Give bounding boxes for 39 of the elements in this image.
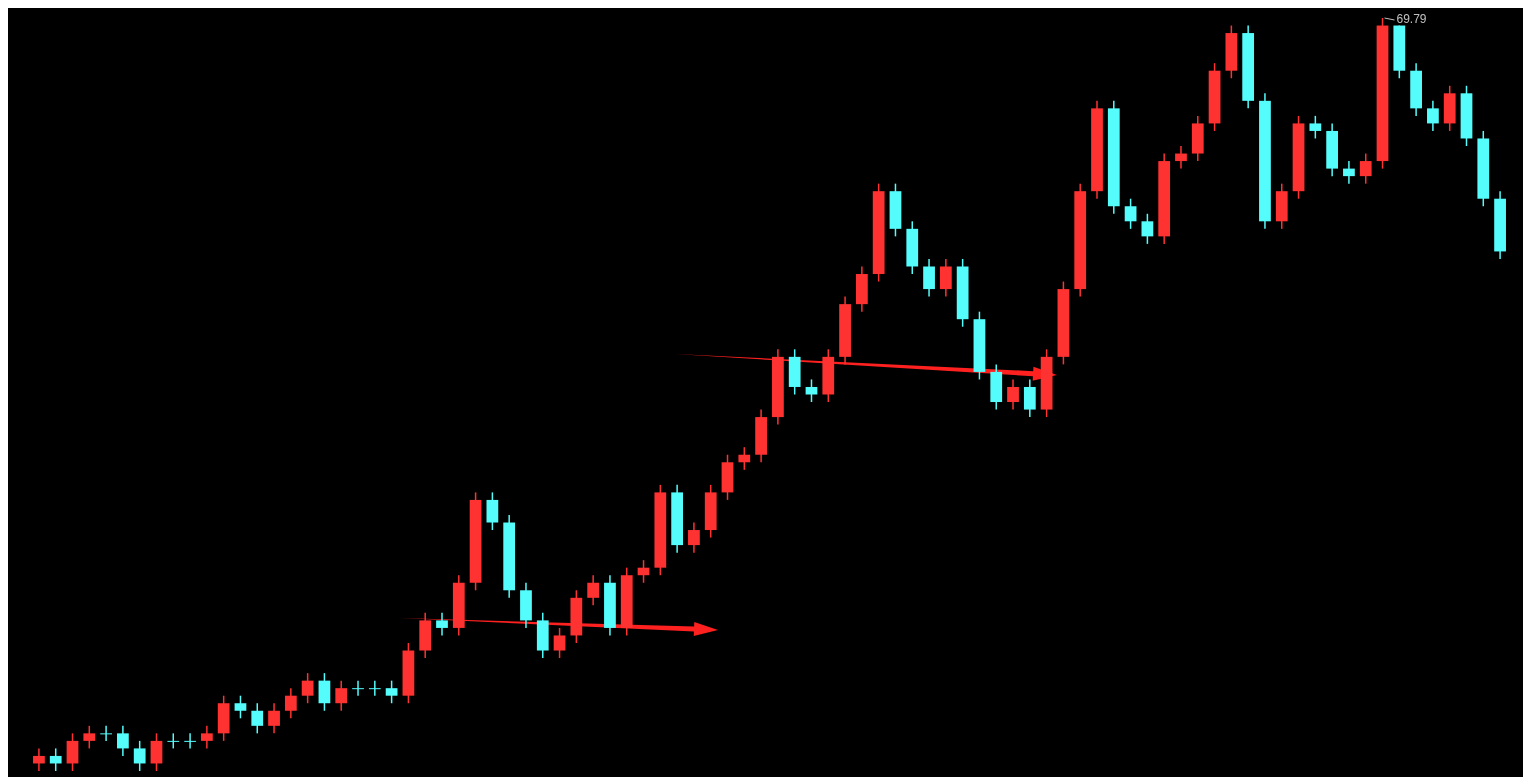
candlestick — [436, 612, 448, 637]
candlestick — [805, 378, 818, 403]
candlestick — [385, 679, 398, 704]
candlestick — [133, 740, 146, 772]
candlestick — [150, 732, 163, 772]
candlestick — [49, 747, 62, 772]
candlestick — [117, 725, 129, 757]
candlestick — [738, 446, 751, 471]
candlestick — [200, 725, 213, 750]
candlestick — [587, 574, 600, 607]
candlestick — [100, 725, 112, 742]
candlestick — [923, 258, 935, 298]
candlestick — [251, 702, 264, 735]
candlestick — [318, 672, 331, 712]
candlestick — [301, 672, 314, 704]
candlestick — [1175, 145, 1187, 170]
candlestick — [1023, 378, 1036, 418]
candlestick — [486, 491, 499, 531]
candlestick — [335, 679, 348, 712]
candlestick — [284, 687, 297, 720]
candlestick — [553, 627, 566, 659]
candlestick — [1141, 213, 1154, 245]
candlestick — [83, 725, 96, 750]
candlestick — [352, 679, 364, 697]
candlestick — [33, 747, 45, 772]
candlestick — [688, 521, 700, 554]
candlestick — [1359, 152, 1372, 185]
candlestick — [1427, 100, 1439, 132]
candlestick — [1343, 160, 1355, 185]
candlestick — [184, 732, 196, 750]
candlestick — [268, 702, 280, 735]
candlestick — [1309, 115, 1322, 140]
candlestick — [66, 732, 79, 772]
candlestick — [1007, 378, 1019, 411]
annotation: 69.79 — [1396, 12, 1427, 26]
candlestick — [939, 258, 952, 298]
candlestick — [368, 679, 381, 697]
candlestick — [234, 694, 247, 720]
candlestick — [1124, 197, 1137, 230]
